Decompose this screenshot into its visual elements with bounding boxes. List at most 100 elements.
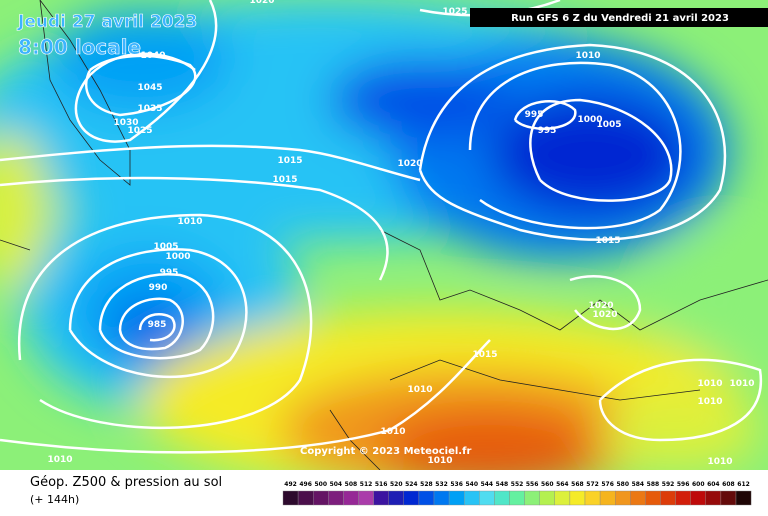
- scale-label: 556: [526, 481, 539, 488]
- scale-swatch: [569, 490, 586, 506]
- scale-swatch: [388, 490, 405, 506]
- isobar-label: 1030: [113, 118, 138, 128]
- isobar-label: 995: [160, 268, 179, 278]
- scale-label: 592: [662, 481, 675, 488]
- scale-label: 584: [632, 481, 645, 488]
- run-title: Run GFS 6 Z du Vendredi 21 avril 2023: [511, 13, 729, 24]
- isobar-labels: 1025102010401045103510301025101099599510…: [47, 0, 754, 467]
- scale-label: 600: [692, 481, 705, 488]
- isobar-label: 1000: [165, 252, 190, 262]
- scale-swatch: [433, 490, 450, 506]
- scale-label: 512: [360, 481, 373, 488]
- scale-label: 580: [616, 481, 629, 488]
- isobar-label: 990: [149, 283, 168, 293]
- isobar-label: 995: [525, 110, 544, 120]
- scale-swatch: [297, 490, 314, 506]
- run-banner: [470, 8, 768, 27]
- scale-swatch: [494, 490, 510, 506]
- scale-label: 516: [375, 481, 388, 488]
- scale-swatch: [539, 490, 556, 506]
- scale-swatch: [615, 490, 631, 506]
- scale-swatch: [720, 490, 737, 506]
- scale-swatch: [313, 490, 329, 506]
- isobar-label: 1005: [596, 120, 621, 130]
- isobar-label: 995: [538, 126, 557, 136]
- scale-label: 576: [601, 481, 614, 488]
- isobar-label: 1020: [592, 310, 617, 320]
- scale-label: 492: [284, 481, 297, 488]
- isobar-label: 1010: [729, 379, 754, 389]
- scale-label: 520: [390, 481, 403, 488]
- isobar-label: 1025: [442, 7, 467, 17]
- isobar-label: 1040: [140, 51, 165, 61]
- isobar-label: 1010: [427, 456, 452, 466]
- isobar-label: 1020: [249, 0, 274, 6]
- scale-label: 612: [737, 481, 750, 488]
- scale-label: 524: [405, 481, 418, 488]
- scale-swatch: [479, 490, 495, 506]
- scale-label: 536: [450, 481, 463, 488]
- isobar-label: 1010: [177, 217, 202, 227]
- legend-title: Géop. Z500 & pression au sol: [30, 475, 222, 490]
- legend-lead: (+ 144h): [30, 493, 79, 506]
- isobar-label: 1010: [697, 379, 722, 389]
- scale-label: 540: [465, 481, 478, 488]
- scale-swatch: [554, 490, 571, 506]
- scale-label: 568: [571, 481, 584, 488]
- isobar-label: 1015: [595, 236, 620, 246]
- isobar-label: 1010: [697, 397, 722, 407]
- isobar-label: 1025: [127, 126, 152, 136]
- scale-label: 588: [647, 481, 660, 488]
- scale-swatch: [675, 490, 691, 506]
- isobar-label: 1015: [272, 175, 297, 185]
- isobar-label: 1010: [575, 51, 600, 61]
- isobar-label: 1035: [137, 104, 162, 114]
- color-scale: 492 496 500 504 508 512 516 520 524 528 532 536 540 5…: [282, 481, 752, 506]
- scale-label: 532: [435, 481, 448, 488]
- scale-label: 596: [677, 481, 690, 488]
- scale-swatch: [418, 490, 435, 506]
- scale-swatch: [373, 490, 389, 506]
- isobar-label: 1045: [137, 83, 162, 93]
- scale-label: 552: [511, 481, 524, 488]
- scale-swatch: [328, 490, 344, 506]
- copyright: Copyright © 2023 Meteociel.fr: [300, 446, 471, 457]
- isobar-label: 1000: [577, 115, 602, 125]
- isobar-label: 1010: [407, 385, 432, 395]
- scale-swatch: [630, 490, 646, 506]
- isobar-label: 1015: [472, 350, 497, 360]
- scale-label: 608: [722, 481, 735, 488]
- scale-label: 548: [496, 481, 509, 488]
- isobar-label: 1010: [707, 457, 732, 467]
- isobar-label: 1020: [588, 301, 613, 311]
- isobar-label: 1005: [153, 242, 178, 252]
- scale-label: 544: [481, 481, 494, 488]
- scale-swatch: [645, 490, 661, 506]
- scale-swatch: [282, 490, 299, 506]
- isobar-label: 1010: [47, 455, 72, 465]
- forecast-date: Jeudi 27 avril 2023: [17, 12, 197, 32]
- isobar-label: 985: [148, 320, 167, 330]
- field: [0, 0, 768, 470]
- scale-swatch: [343, 490, 359, 506]
- isobar-label: 1015: [277, 156, 302, 166]
- scale-label: 496: [299, 481, 312, 488]
- scale-label: 528: [420, 481, 433, 488]
- scale-label: 504: [330, 481, 343, 488]
- scale-label: 560: [541, 481, 554, 488]
- scale-swatch: [464, 490, 480, 506]
- scale-label: 572: [586, 481, 599, 488]
- scale-swatch: [705, 490, 722, 506]
- forecast-time: 8:00 locale: [18, 35, 141, 59]
- scale-swatch: [584, 490, 601, 506]
- scale-swatch: [524, 490, 540, 506]
- scale-swatch: [358, 490, 374, 506]
- scale-label: 604: [707, 481, 720, 488]
- scale-swatch: [599, 490, 616, 506]
- scale-swatch: [690, 490, 707, 506]
- isobar-label: 1010: [380, 427, 405, 437]
- scale-label: 500: [314, 481, 327, 488]
- scale-label: 564: [556, 481, 569, 488]
- scale-swatch: [735, 490, 752, 506]
